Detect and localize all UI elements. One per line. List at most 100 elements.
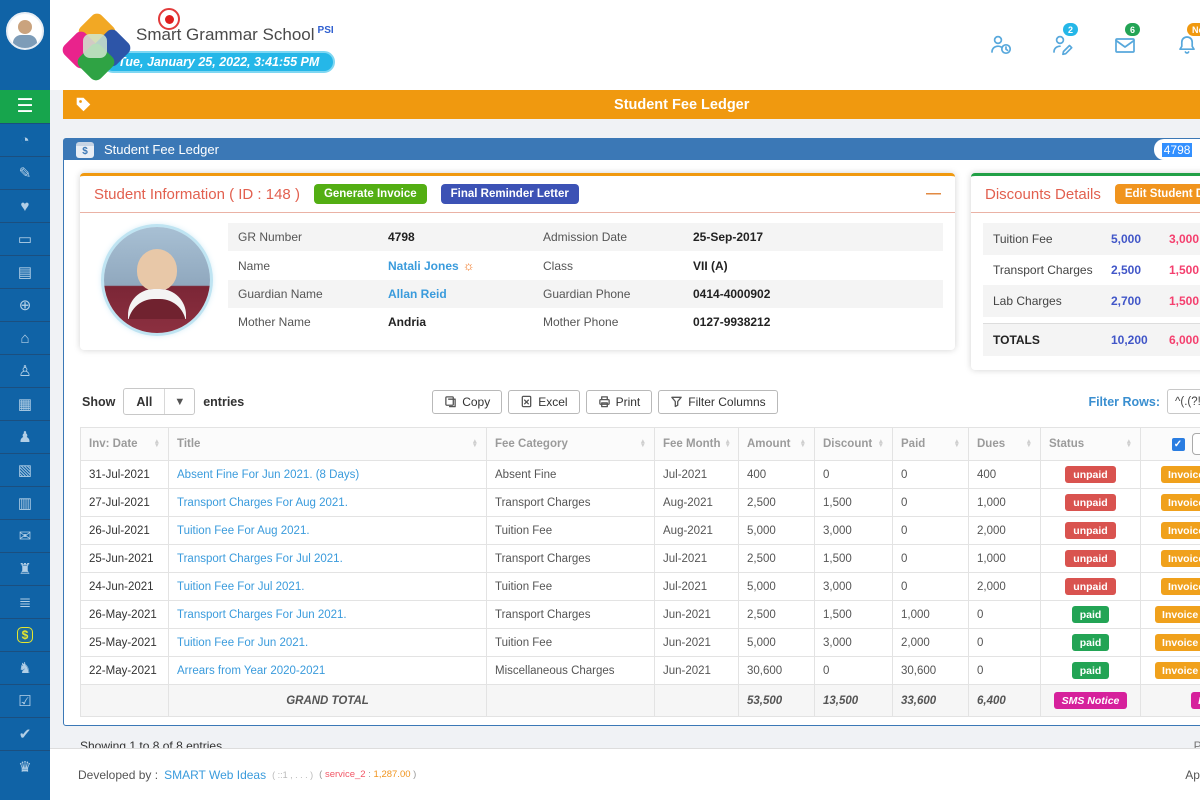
column-header-dues[interactable]: Dues ▲ ▼ (968, 427, 1041, 461)
cell-fee-category: Tuition Fee (486, 628, 655, 657)
field-value: 4798 (388, 230, 415, 244)
invoice-button[interactable]: Invoice (1160, 550, 1200, 567)
sidebar-item-health[interactable]: ♥ (0, 189, 50, 222)
cell-actions: InvoiceTake Payment (1140, 516, 1200, 545)
column-header-fee-month[interactable]: Fee Month ▲ ▼ (654, 427, 739, 461)
sidebar-item-fee-card[interactable]: ▭ (0, 222, 50, 255)
fee-ledger-icon: $ (76, 141, 94, 158)
sidebar-item-calendar[interactable]: ▦ (0, 387, 50, 420)
notifications-button[interactable]: New (1174, 23, 1200, 58)
mail-button[interactable]: 6 (1112, 23, 1141, 58)
header-inner: Fee Month ▲ ▼ (663, 438, 731, 450)
print-label: Print (615, 394, 641, 409)
invoice-button[interactable]: Invoice (1155, 662, 1200, 679)
invoice-button[interactable]: Invoice (1160, 494, 1200, 511)
cell-status: paid (1040, 656, 1141, 685)
cell-status: paid (1040, 628, 1141, 657)
fee-title-link[interactable]: Tuition Fee For Aug 2021. (177, 524, 310, 537)
date-filter-input[interactable] (1191, 433, 1200, 455)
final-reminder-button[interactable]: Final Reminder Letter (440, 184, 579, 204)
invoice-button[interactable]: Invoice (1160, 578, 1200, 595)
sidebar-item-fee-ledger[interactable]: $ (0, 618, 50, 651)
totals-discount: 6,000 (1169, 333, 1200, 347)
school-logo-icon (59, 10, 134, 84)
fee-title-link[interactable]: Tuition Fee For Jun 2021. (177, 636, 309, 649)
sidebar-item-student[interactable]: ♙ (0, 354, 50, 387)
sidebar-item-campus[interactable]: ♜ (0, 552, 50, 585)
column-header-paid[interactable]: Paid ▲ ▼ (892, 427, 969, 461)
sms-notice-button[interactable]: SMS Notice (1053, 692, 1128, 709)
fee-title-link[interactable]: Transport Charges For Jul 2021. (177, 552, 343, 565)
notifications-badge: New (1187, 23, 1200, 36)
fee-ledger-icon: $ (16, 627, 34, 643)
invoice-button[interactable]: Invoice (1160, 522, 1200, 539)
info-cards-row: Student Information ( ID : 148 ) Generat… (80, 173, 1200, 370)
cell-fee-month: Jun-2021 (654, 600, 739, 629)
column-header-amount[interactable]: Amount ▲ ▼ (738, 427, 815, 461)
fee-ledger-panel: $ Student Fee Ledger 4798 ★ Student Info… (63, 138, 1200, 753)
previous-page-button[interactable]: Previous (1193, 739, 1200, 753)
fee-title-link[interactable]: Transport Charges For Aug 2021. (177, 496, 348, 509)
print-button[interactable]: Print (585, 389, 653, 414)
column-header-title[interactable]: Title ▲ ▼ (168, 427, 487, 461)
user-clock-button[interactable] (988, 32, 1014, 58)
column-header-inv-date[interactable]: Inv: Date ▲ ▼ (80, 427, 169, 461)
invoice-button[interactable]: Invoice (1155, 634, 1200, 651)
fee-title-link[interactable]: Absent Fine For Jun 2021. (8 Days) (177, 468, 360, 481)
student-settings-icon[interactable]: ☼ (462, 258, 475, 273)
column-header-status[interactable]: Status ▲ ▼ (1040, 427, 1141, 461)
sidebar-item-result-card[interactable]: ☑ (0, 684, 50, 717)
excel-button[interactable]: Excel (508, 389, 580, 414)
mail-money-icon: ✉ (18, 528, 32, 545)
sidebar-item-dashboard[interactable]: ◔ (0, 123, 50, 156)
cell-discount: 3,000 (814, 628, 893, 657)
sidebar-item-id-card[interactable]: ▤ (0, 255, 50, 288)
ledger-search-input[interactable]: 4798 (1153, 139, 1200, 160)
cell-actions: InvoiceTake Payment (1140, 488, 1200, 517)
generate-invoice-button[interactable]: Generate Invoice (313, 184, 427, 204)
sidebar-item-mail-money[interactable]: ✉ (0, 519, 50, 552)
header-inner: Discount ▲ ▼ (823, 438, 884, 450)
collapse-student-card-icon[interactable]: — (926, 185, 941, 202)
sidebar-item-transport[interactable]: ▥ (0, 486, 50, 519)
sidebar-item-library[interactable]: ≣ (0, 585, 50, 618)
user-avatar[interactable] (6, 12, 44, 50)
page-title-bar: Student Fee Ledger ★ ⚙⚙ (63, 90, 1200, 119)
hamburger-menu-button[interactable]: ☰ (0, 90, 50, 123)
column-header-fee-category[interactable]: Fee Category ▲ ▼ (486, 427, 655, 461)
grand-total-row: GRAND TOTAL 53,500 13,500 33,600 6,400 SMS No… (80, 684, 1200, 717)
fee-title-link[interactable]: Tuition Fee For Jul 2021. (177, 580, 305, 593)
sidebar-item-teacher[interactable]: ♟ (0, 420, 50, 453)
copy-label: Copy (462, 394, 491, 409)
entries-select[interactable]: All ▼ (123, 388, 196, 415)
sidebar-item-website[interactable]: ⊕ (0, 288, 50, 321)
sidebar-item-school-bag[interactable]: ⌂ (0, 321, 50, 354)
field-value[interactable]: Natali Jones ☼ (388, 258, 475, 273)
sidebar-item-gallery[interactable]: ▧ (0, 453, 50, 486)
filter-rows-input[interactable] (1167, 389, 1200, 414)
cell-title: Transport Charges For Jul 2021. (168, 544, 487, 573)
fee-title-link[interactable]: Transport Charges For Jun 2021. (177, 608, 347, 621)
sidebar-item-alumni[interactable]: ♛ (0, 750, 50, 783)
cell-fee-category: Miscellaneous Charges (486, 656, 655, 685)
invoice-button[interactable]: Invoice (1160, 466, 1200, 483)
filter-columns-button[interactable]: Filter Columns (658, 389, 778, 414)
invoice-button[interactable]: Invoice (1155, 606, 1200, 623)
column-header-discount[interactable]: Discount ▲ ▼ (814, 427, 893, 461)
fee-title-link[interactable]: Arrears from Year 2020-2021 (177, 664, 326, 677)
discount-value: 3,000 (1169, 232, 1200, 246)
field-value[interactable]: Allan Reid (388, 287, 447, 301)
fee-voucher-button[interactable]: Fee Voucher (1191, 692, 1200, 709)
sidebar-item-parents[interactable]: ♞ (0, 651, 50, 684)
date-filter-checkbox[interactable]: ✓ (1171, 437, 1185, 451)
user-edit-button[interactable]: 2 (1050, 23, 1079, 58)
sidebar-item-attendance[interactable]: ✔ (0, 717, 50, 750)
field-label: GR Number (238, 230, 303, 244)
cell-paid: 0 (892, 516, 969, 545)
company-link[interactable]: SMART Web Ideas (164, 767, 267, 782)
copy-button[interactable]: Copy (432, 389, 503, 414)
edit-discounts-button[interactable]: Edit Student Discounts (1114, 184, 1200, 204)
sidebar-item-student-admission[interactable]: ✎ (0, 156, 50, 189)
header-inner: Inv: Date ▲ ▼ (89, 438, 160, 450)
